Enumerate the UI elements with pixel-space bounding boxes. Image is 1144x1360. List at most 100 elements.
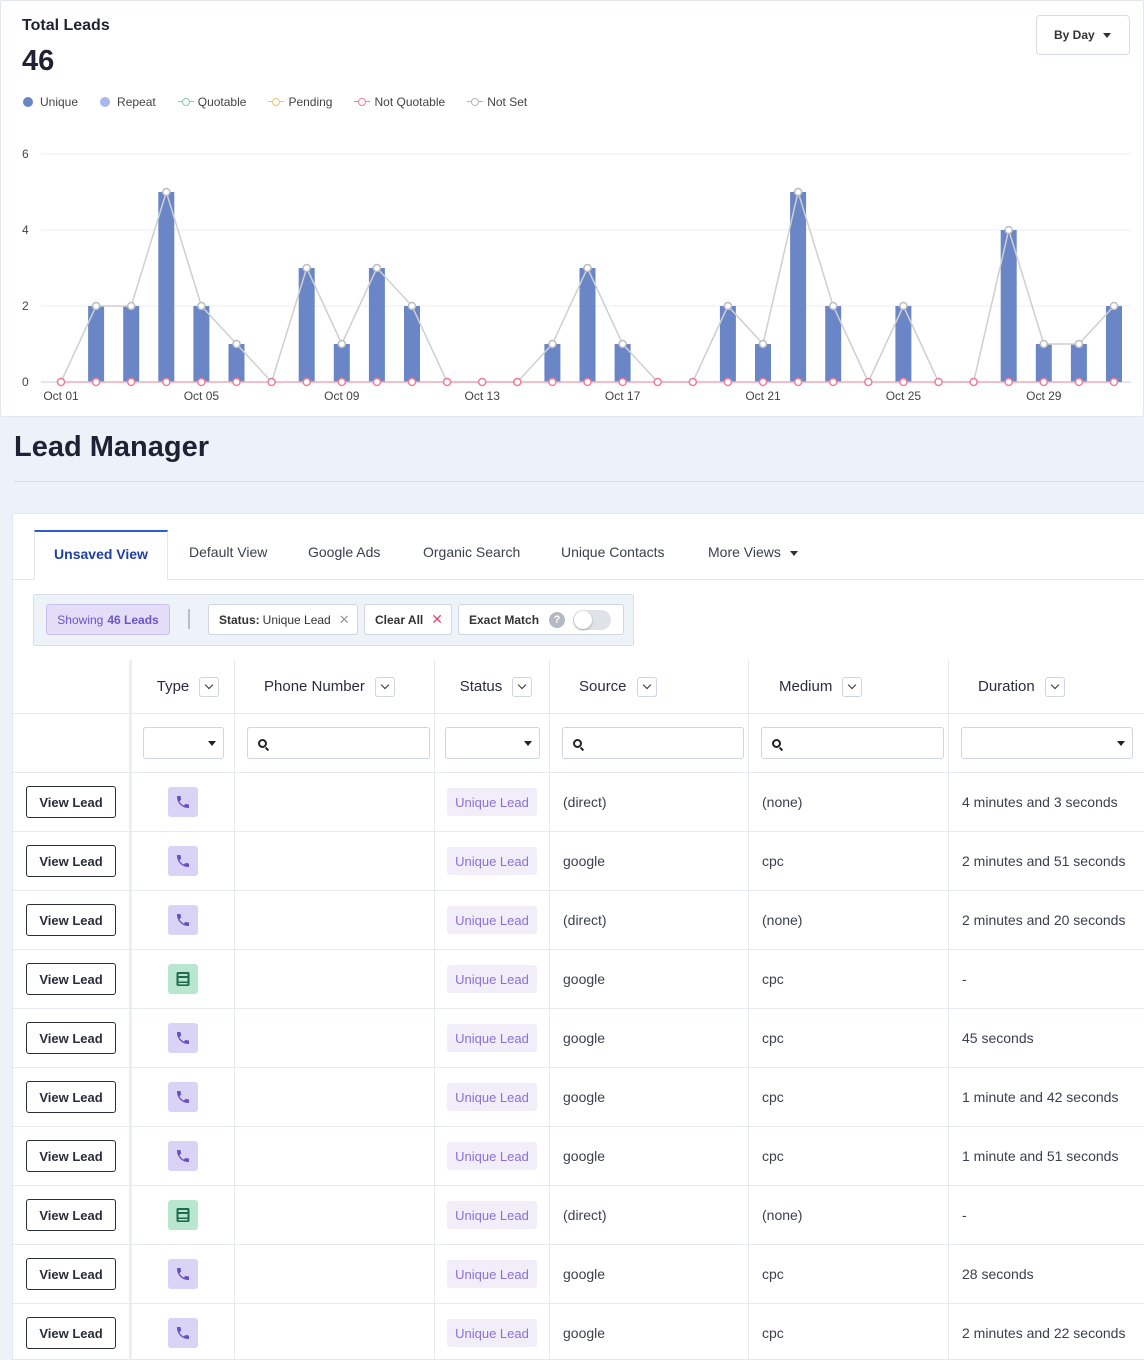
point-not-quotable: [1039, 377, 1049, 387]
header-type: Type: [132, 660, 235, 713]
medium-filter-input[interactable]: [761, 727, 944, 759]
actions-cell: View Lead: [13, 1127, 132, 1185]
form-icon: [168, 1200, 198, 1230]
bar: [123, 306, 140, 382]
tab-organic-search[interactable]: Organic Search: [423, 544, 521, 560]
column-menu-button[interactable]: [1044, 676, 1065, 697]
help-icon[interactable]: ?: [549, 611, 566, 628]
point-not-quotable: [688, 377, 698, 387]
bar: [404, 306, 420, 382]
caret-down-icon: [789, 550, 798, 556]
column-menu-button[interactable]: [374, 676, 395, 697]
type-cell: [132, 950, 235, 1008]
point-not-quotable: [864, 377, 873, 387]
view-lead-button[interactable]: View Lead: [26, 1199, 116, 1231]
filter-source-cell: [550, 714, 749, 772]
point-not-set: [1039, 339, 1049, 349]
tab-default-view[interactable]: Default View: [189, 544, 268, 560]
source-cell: google: [550, 1304, 749, 1360]
point-not-quotable: [197, 377, 206, 387]
bar: [88, 306, 105, 382]
status-filter-chip[interactable]: Status: Unique Lead ✕: [208, 604, 358, 635]
type-filter-select[interactable]: [142, 727, 224, 759]
point-not-set: [91, 301, 101, 311]
actions-cell: View Lead: [13, 773, 132, 831]
view-lead-button[interactable]: View Lead: [26, 1081, 116, 1113]
legend-item-repeat[interactable]: Repeat: [100, 95, 156, 109]
view-lead-button[interactable]: View Lead: [26, 786, 116, 818]
showing-count-chip: Showing 46 Leads: [46, 604, 170, 635]
table-row: View Lead Unique Lead google cpc 1 minute an…: [13, 1067, 1144, 1126]
tab-google-ads[interactable]: Google Ads: [308, 544, 381, 560]
point-not-quotable: [1004, 377, 1013, 387]
point-not-quotable: [828, 377, 838, 387]
legend-item-pending[interactable]: Pending: [268, 95, 332, 109]
point-not-quotable: [723, 377, 733, 387]
bar: [895, 306, 912, 382]
bar: [1106, 306, 1122, 382]
legend-item-unique[interactable]: Unique: [23, 95, 78, 109]
column-menu-button[interactable]: [512, 676, 533, 697]
bar: [1000, 230, 1017, 382]
point-not-set: [758, 339, 768, 349]
view-lead-button[interactable]: View Lead: [26, 963, 116, 995]
view-lead-button[interactable]: View Lead: [26, 845, 116, 877]
column-menu-button[interactable]: [842, 676, 863, 697]
view-lead-button[interactable]: View Lead: [26, 1258, 116, 1290]
column-menu-button[interactable]: [636, 676, 657, 697]
point-not-quotable: [91, 377, 101, 387]
search-icon: [772, 738, 781, 748]
point-not-set: [618, 339, 627, 349]
bar: [228, 344, 245, 382]
legend-marker: [268, 97, 285, 107]
legend-item-not-set[interactable]: Not Set: [467, 95, 527, 109]
duration-filter-select[interactable]: [961, 727, 1133, 759]
view-lead-button[interactable]: View Lead: [26, 1022, 116, 1054]
phone-filter-input[interactable]: [247, 727, 430, 759]
tab-unsaved-view[interactable]: Unsaved View: [34, 530, 168, 580]
actions-cell: View Lead: [13, 1009, 132, 1067]
duration-cell: 2 minutes and 22 seconds: [962, 1325, 1126, 1341]
chart-title: Total Leads: [22, 17, 110, 34]
clear-all-button[interactable]: Clear All ✕: [364, 604, 452, 635]
legend-item-not-quotable[interactable]: Not Quotable: [354, 95, 445, 109]
view-lead-button[interactable]: View Lead: [26, 1140, 116, 1172]
source-cell: google: [550, 1127, 749, 1185]
view-lead-button[interactable]: View Lead: [26, 904, 116, 936]
exact-match-toggle[interactable]: [573, 609, 612, 630]
status-badge: Unique Lead: [447, 847, 537, 875]
column-menu-button[interactable]: [199, 676, 220, 697]
tab-unique-contacts[interactable]: Unique Contacts: [561, 544, 665, 560]
status-badge: Unique Lead: [447, 1142, 537, 1170]
medium-cell: (none): [749, 773, 949, 831]
point-not-quotable: [899, 377, 908, 387]
showing-count: 46 Leads: [107, 612, 159, 627]
tab-more-views[interactable]: More Views: [708, 544, 798, 560]
phone-icon: [168, 846, 198, 876]
view-lead-button[interactable]: View Lead: [26, 1317, 116, 1349]
source-filter-input[interactable]: [562, 727, 744, 759]
x-tick-label: Oct 05: [184, 389, 220, 403]
view-tabs: Unsaved View Default View Google Ads Org…: [13, 514, 1144, 580]
header-type-label: Type: [156, 678, 190, 695]
medium-cell: cpc: [749, 832, 949, 890]
close-icon[interactable]: ✕: [338, 611, 350, 627]
status-filter-select[interactable]: [444, 727, 540, 759]
table-row: View Lead Unique Lead (direct) (none) -: [13, 1185, 1144, 1244]
header-duration: Duration: [949, 660, 1144, 713]
type-cell: [132, 832, 235, 890]
point-not-set: [793, 187, 803, 197]
duration-cell: 1 minute and 42 seconds: [962, 1089, 1119, 1105]
filter-bar: Showing 46 Leads Status: Unique Lead ✕ C…: [33, 594, 634, 646]
bar: [755, 344, 771, 382]
source-cell: google: [550, 1009, 749, 1067]
x-tick-label: Oct 09: [324, 389, 360, 403]
clear-all-label: Clear All: [375, 612, 424, 627]
legend-item-quotable[interactable]: Quotable: [177, 95, 246, 109]
point-not-set: [372, 263, 382, 273]
legend-marker: [354, 97, 371, 107]
table-row: View Lead Unique Lead google cpc 2 minutes a…: [13, 831, 1144, 890]
point-not-quotable: [372, 377, 382, 387]
bar: [158, 192, 175, 382]
range-dropdown[interactable]: By Day: [1036, 15, 1130, 55]
